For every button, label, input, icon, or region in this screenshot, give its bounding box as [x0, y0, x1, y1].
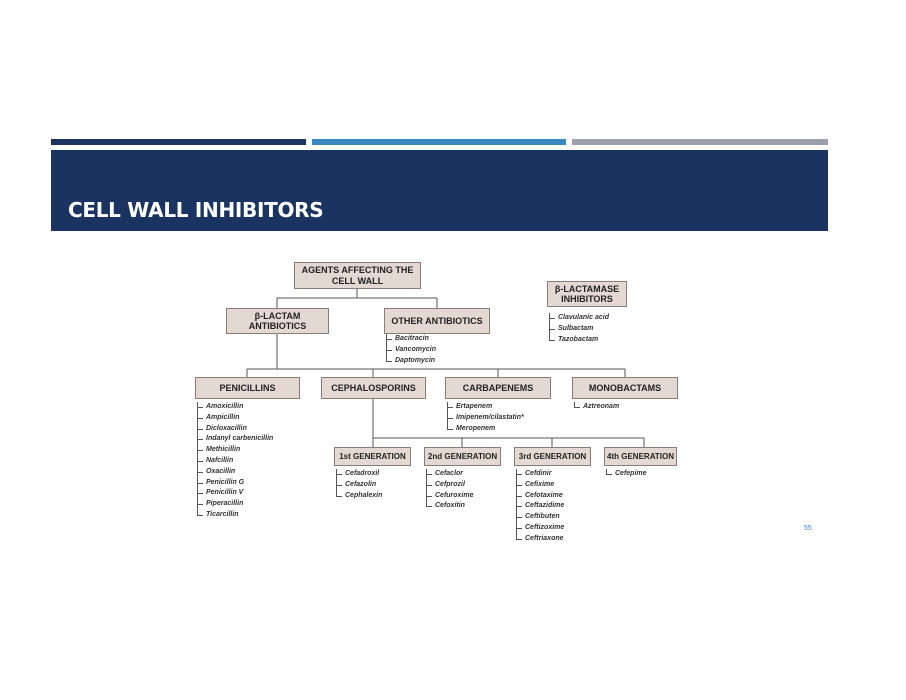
accent-bar-blue	[312, 139, 566, 145]
carbapenems-list: Ertapenem Imipenem/cilastatin* Meropenem	[447, 402, 524, 434]
fourth-generation-list: Cefepime	[606, 469, 647, 480]
monobactams-box: MONOBACTAMS	[572, 377, 678, 399]
beta-lactam-antibiotics-box: β-LACTAM ANTIBIOTICS	[226, 308, 329, 334]
slide-title: CELL WALL INHIBITORS	[68, 198, 324, 222]
first-generation-box: 1st GENERATION	[334, 447, 411, 466]
list-item: Amoxicillin	[197, 402, 273, 413]
list-item: Ceftriaxone	[516, 534, 564, 545]
page-number: 55	[804, 525, 812, 532]
list-item: Indanyl carbenicillin	[197, 434, 273, 445]
list-item: Cephalexin	[336, 491, 382, 502]
root-box: AGENTS AFFECTING THE CELL WALL	[294, 262, 421, 289]
list-item: Aztreonam	[574, 402, 619, 413]
list-item: Cefprozil	[426, 480, 474, 491]
list-item: Ceftibuten	[516, 512, 564, 523]
list-item: Ertapenem	[447, 402, 524, 413]
cephalosporins-box: CEPHALOSPORINS	[321, 377, 426, 399]
list-item: Penicillin V	[197, 488, 273, 499]
list-item: Cefepime	[606, 469, 647, 480]
list-item: Daptomycin	[386, 356, 436, 367]
list-item: Clavulanic acid	[549, 313, 609, 324]
second-generation-box: 2nd GENERATION	[424, 447, 501, 466]
carbapenems-box: CARBAPENEMS	[445, 377, 551, 399]
list-item: Ceftazidime	[516, 501, 564, 512]
list-item: Sulbactam	[549, 324, 609, 335]
list-item: Meropenem	[447, 424, 524, 435]
list-item: Penicillin G	[197, 478, 273, 489]
list-item: Ampicillin	[197, 413, 273, 424]
penicillins-box: PENICILLINS	[195, 377, 300, 399]
list-item: Bacitracin	[386, 334, 436, 345]
second-generation-list: Cefaclor Cefprozil Cefuroxime Cefoxitin	[426, 469, 474, 512]
fourth-generation-box: 4th GENERATION	[604, 447, 677, 466]
list-item: Cefuroxime	[426, 491, 474, 502]
list-item: Methicillin	[197, 445, 273, 456]
list-item: Cefadroxil	[336, 469, 382, 480]
list-item: Ticarcillin	[197, 510, 273, 521]
title-banner: CELL WALL INHIBITORS	[51, 150, 828, 231]
other-antibiotics-list: Bacitracin Vancomycin Daptomycin	[386, 334, 436, 366]
list-item: Vancomycin	[386, 345, 436, 356]
accent-bar-navy	[51, 139, 306, 145]
penicillins-list: Amoxicillin Ampicillin Dicloxacillin Ind…	[197, 402, 273, 521]
list-item: Imipenem/cilastatin*	[447, 413, 524, 424]
inhibitors-list: Clavulanic acid Sulbactam Tazobactam	[549, 313, 609, 345]
list-item: Piperacillin	[197, 499, 273, 510]
beta-lactamase-inhibitors-box: β-LACTAMASE INHIBITORS	[547, 281, 627, 307]
other-antibiotics-box: OTHER ANTIBIOTICS	[384, 308, 490, 334]
third-generation-box: 3rd GENERATION	[514, 447, 591, 466]
list-item: Oxacillin	[197, 467, 273, 478]
list-item: Ceftizoxime	[516, 523, 564, 534]
monobactams-list: Aztreonam	[574, 402, 619, 413]
list-item: Cefazolin	[336, 480, 382, 491]
list-item: Tazobactam	[549, 335, 609, 346]
list-item: Cefoxitin	[426, 501, 474, 512]
list-item: Cefixime	[516, 480, 564, 491]
list-item: Dicloxacillin	[197, 424, 273, 435]
accent-bar-gray	[572, 139, 828, 145]
third-generation-list: Cefdinir Cefixime Cefotaxime Ceftazidime…	[516, 469, 564, 545]
list-item: Cefaclor	[426, 469, 474, 480]
first-generation-list: Cefadroxil Cefazolin Cephalexin	[336, 469, 382, 501]
list-item: Cefdinir	[516, 469, 564, 480]
list-item: Cefotaxime	[516, 491, 564, 502]
list-item: Nafcillin	[197, 456, 273, 467]
